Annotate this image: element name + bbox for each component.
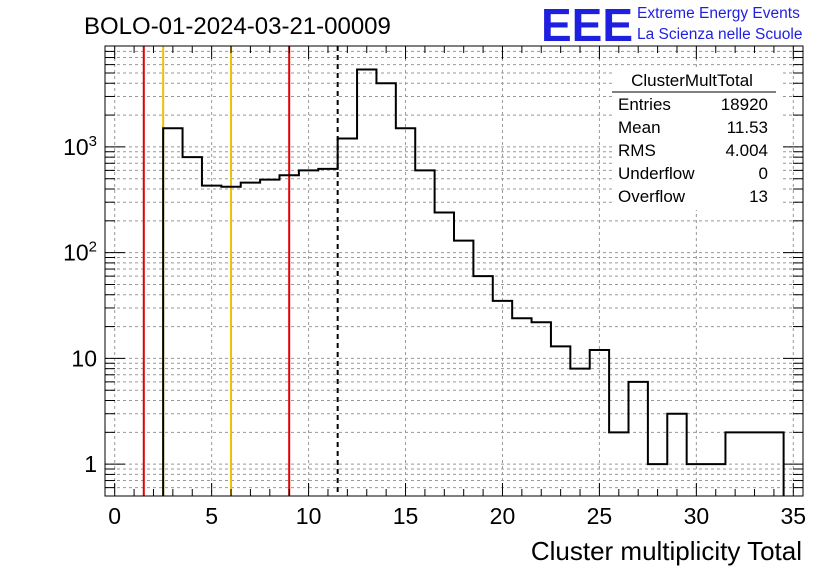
histogram-bin [493, 301, 512, 496]
histogram-bin [202, 186, 221, 496]
histogram [162, 68, 785, 496]
x-tick-label: 30 [684, 503, 710, 529]
x-tick-label: 20 [490, 503, 516, 529]
stats-box: ClusterMultTotal Entries 18920 Mean 11.5… [612, 70, 782, 210]
histogram-bin [570, 369, 589, 496]
stats-value-mean: 11.53 [727, 118, 768, 137]
stats-box-background [612, 70, 782, 210]
histogram-bin [318, 169, 337, 496]
axis-ticks [105, 45, 803, 497]
histogram-bin [667, 414, 686, 496]
stats-value-overflow: 13 [749, 187, 768, 206]
stats-label-entries: Entries [618, 95, 671, 114]
histogram-bin [280, 175, 299, 496]
histogram-bin [338, 139, 357, 496]
stats-value-entries: 18920 [721, 95, 768, 114]
histogram-bin [299, 170, 318, 496]
histogram-bin [725, 432, 744, 496]
eee-logo-letters: EEE [541, 0, 633, 51]
histogram-bin [183, 157, 202, 496]
eee-logo-line2: La Scienza nelle Scuole [637, 26, 802, 43]
eee-logo: EEE Extreme Energy Events La Scienza nel… [541, 0, 802, 51]
y-tick-label: 10 [71, 345, 97, 371]
x-tick-label: 35 [781, 503, 807, 529]
histogram-bin [764, 432, 783, 496]
histogram-bin [532, 322, 551, 496]
stats-label-mean: Mean [618, 118, 661, 137]
x-tick-label: 10 [296, 503, 322, 529]
histogram-outline [162, 68, 785, 496]
histogram-bin [629, 382, 648, 496]
histogram-bin [551, 346, 570, 496]
histogram-bin [415, 170, 434, 496]
histogram-bin [376, 83, 395, 496]
x-tick-labels: 0 5 10 15 20 25 30 35 [108, 503, 806, 529]
stats-label-rms: RMS [618, 141, 656, 160]
histogram-bin [163, 128, 182, 496]
stats-value-rms: 4.004 [725, 141, 768, 160]
x-tick-label: 25 [587, 503, 613, 529]
x-tick-label: 15 [393, 503, 419, 529]
histogram-bin [241, 183, 260, 496]
eee-logo-line1: Extreme Energy Events [637, 5, 800, 22]
histogram-bin [357, 69, 376, 496]
histogram-bin [512, 318, 531, 496]
stats-box-title: ClusterMultTotal [631, 71, 753, 90]
histogram-bin [396, 128, 415, 496]
x-axis-label: Cluster multiplicity Total [531, 536, 802, 566]
histogram-bin [221, 187, 240, 496]
histogram-bin [260, 180, 279, 496]
y-tick-labels: 1 10 102 103 [63, 133, 97, 477]
plot-frame [104, 45, 804, 497]
histogram-bin [435, 212, 454, 496]
x-tick-label: 5 [205, 503, 218, 529]
stats-label-underflow: Underflow [618, 164, 695, 183]
y-tick-label: 103 [63, 133, 97, 160]
y-tick-label: 1 [84, 451, 97, 477]
x-tick-label: 0 [108, 503, 121, 529]
stats-value-underflow: 0 [759, 164, 768, 183]
y-tick-label: 102 [63, 239, 97, 266]
histogram-bin [609, 432, 628, 496]
histogram-bin [454, 241, 473, 496]
histogram-bin [473, 276, 492, 496]
run-title: BOLO-01-2024-03-21-00009 [84, 13, 391, 40]
histogram-bin [590, 350, 609, 496]
stats-label-overflow: Overflow [618, 187, 686, 206]
histogram-bin [745, 432, 764, 496]
